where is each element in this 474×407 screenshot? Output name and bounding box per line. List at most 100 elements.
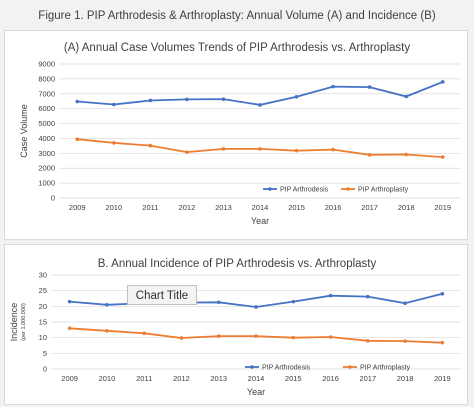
chart-a: (A) Annual Case Volumes Trends of PIP Ar… bbox=[19, 42, 461, 226]
x-tick-label: 2019 bbox=[434, 203, 451, 212]
y-tick-label: 0 bbox=[43, 365, 47, 374]
y-tick-label: 20 bbox=[39, 302, 47, 311]
data-point bbox=[185, 150, 189, 154]
y-axis-label: Case Volume bbox=[19, 104, 29, 158]
data-point bbox=[294, 94, 299, 99]
y-tick-label: 2000 bbox=[38, 164, 55, 173]
data-point bbox=[328, 335, 333, 339]
chart-b: B. Annual Incidence of PIP Arthrodesis v… bbox=[9, 258, 461, 397]
data-point bbox=[331, 84, 335, 89]
data-point bbox=[331, 147, 335, 152]
data-point bbox=[258, 147, 262, 151]
y-tick-label: 3000 bbox=[38, 149, 55, 158]
data-point bbox=[404, 152, 408, 157]
data-point bbox=[75, 137, 80, 141]
chart-title-placeholder[interactable]: Chart Title bbox=[127, 285, 197, 305]
x-tick-label: 2018 bbox=[397, 374, 414, 383]
data-point bbox=[328, 293, 333, 298]
figure-title: Figure 1. PIP Arthrodesis & Arthroplasty… bbox=[38, 10, 436, 22]
data-point bbox=[440, 340, 445, 345]
data-point bbox=[254, 334, 258, 338]
x-tick-label: 2018 bbox=[398, 203, 415, 212]
x-tick-label: 2009 bbox=[69, 203, 86, 212]
y-axis-unit: (per 1,000,000) bbox=[21, 303, 27, 341]
x-tick-label: 2013 bbox=[210, 374, 227, 383]
data-point bbox=[366, 339, 370, 343]
x-tick-label: 2010 bbox=[105, 203, 122, 212]
legend-marker bbox=[348, 365, 352, 369]
series-line bbox=[69, 292, 443, 308]
data-point bbox=[403, 339, 407, 343]
x-tick-label: 2012 bbox=[173, 374, 190, 383]
data-point bbox=[367, 153, 372, 157]
data-point bbox=[221, 147, 226, 151]
data-point bbox=[258, 103, 262, 107]
x-tick-label: 2009 bbox=[61, 374, 78, 383]
data-point bbox=[403, 301, 407, 305]
x-tick-label: 2016 bbox=[325, 203, 342, 212]
legend-marker bbox=[268, 187, 272, 191]
chart-title: (A) Annual Case Volumes Trends of PIP Ar… bbox=[64, 42, 410, 54]
x-tick-label: 2017 bbox=[361, 203, 378, 212]
x-tick-label: 2019 bbox=[434, 374, 451, 383]
y-tick-label: 1000 bbox=[38, 179, 55, 188]
chart-title: B. Annual Incidence of PIP Arthrodesis v… bbox=[98, 258, 377, 270]
data-point bbox=[221, 97, 226, 101]
series-line bbox=[77, 81, 444, 106]
x-tick-label: 2013 bbox=[215, 203, 232, 212]
x-tick-label: 2017 bbox=[359, 374, 376, 383]
y-tick-label: 8000 bbox=[38, 74, 55, 83]
data-point bbox=[216, 300, 221, 305]
y-tick-label: 4000 bbox=[38, 134, 55, 143]
legend-label: PIP Arthrodesis bbox=[262, 365, 311, 372]
y-tick-label: 15 bbox=[39, 318, 47, 327]
chart-panel-a: (A) Annual Case Volumes Trends of PIP Ar… bbox=[4, 30, 468, 240]
data-point bbox=[67, 299, 72, 304]
legend-label: PIP Arthrodesis bbox=[280, 187, 329, 194]
y-tick-label: 0 bbox=[51, 194, 55, 203]
data-point bbox=[112, 141, 116, 145]
y-tick-label: 5000 bbox=[38, 119, 55, 128]
data-point bbox=[291, 299, 296, 304]
x-tick-label: 2010 bbox=[99, 374, 116, 383]
data-point bbox=[67, 326, 72, 331]
legend-label: PIP Arthroplasty bbox=[360, 365, 411, 372]
data-point bbox=[112, 102, 116, 107]
x-tick-label: 2014 bbox=[252, 203, 269, 212]
data-point bbox=[440, 155, 445, 159]
data-point bbox=[367, 85, 372, 89]
data-point bbox=[142, 331, 146, 336]
legend-label: PIP Arthroplasty bbox=[358, 187, 409, 194]
y-tick-label: 30 bbox=[39, 271, 47, 280]
y-tick-label: 5 bbox=[43, 349, 47, 358]
data-point bbox=[216, 334, 221, 338]
x-tick-label: 2015 bbox=[285, 374, 302, 383]
data-point bbox=[291, 335, 296, 340]
data-point bbox=[366, 294, 370, 299]
legend-marker bbox=[346, 187, 350, 191]
y-tick-label: 10 bbox=[39, 333, 47, 342]
y-tick-label: 25 bbox=[39, 286, 47, 295]
data-point bbox=[404, 94, 408, 99]
x-axis-label: Year bbox=[247, 387, 265, 397]
y-tick-label: 7000 bbox=[38, 89, 55, 98]
y-tick-label: 9000 bbox=[38, 60, 55, 69]
x-tick-label: 2011 bbox=[136, 374, 152, 383]
data-point bbox=[75, 99, 80, 104]
legend-marker bbox=[250, 365, 254, 369]
x-tick-label: 2015 bbox=[288, 203, 305, 212]
data-point bbox=[105, 328, 109, 333]
data-point bbox=[148, 143, 153, 148]
data-point bbox=[185, 97, 189, 102]
data-point bbox=[105, 302, 109, 307]
data-point bbox=[440, 80, 445, 84]
x-axis-label: Year bbox=[251, 216, 269, 226]
data-point bbox=[294, 148, 299, 153]
data-point bbox=[254, 305, 258, 309]
x-tick-label: 2011 bbox=[142, 203, 158, 212]
y-axis-label: Incidence bbox=[9, 303, 19, 342]
data-point bbox=[148, 98, 153, 103]
data-point bbox=[179, 336, 184, 340]
x-tick-label: 2016 bbox=[322, 374, 339, 383]
chart-panel-b: B. Annual Incidence of PIP Arthrodesis v… bbox=[4, 244, 468, 405]
